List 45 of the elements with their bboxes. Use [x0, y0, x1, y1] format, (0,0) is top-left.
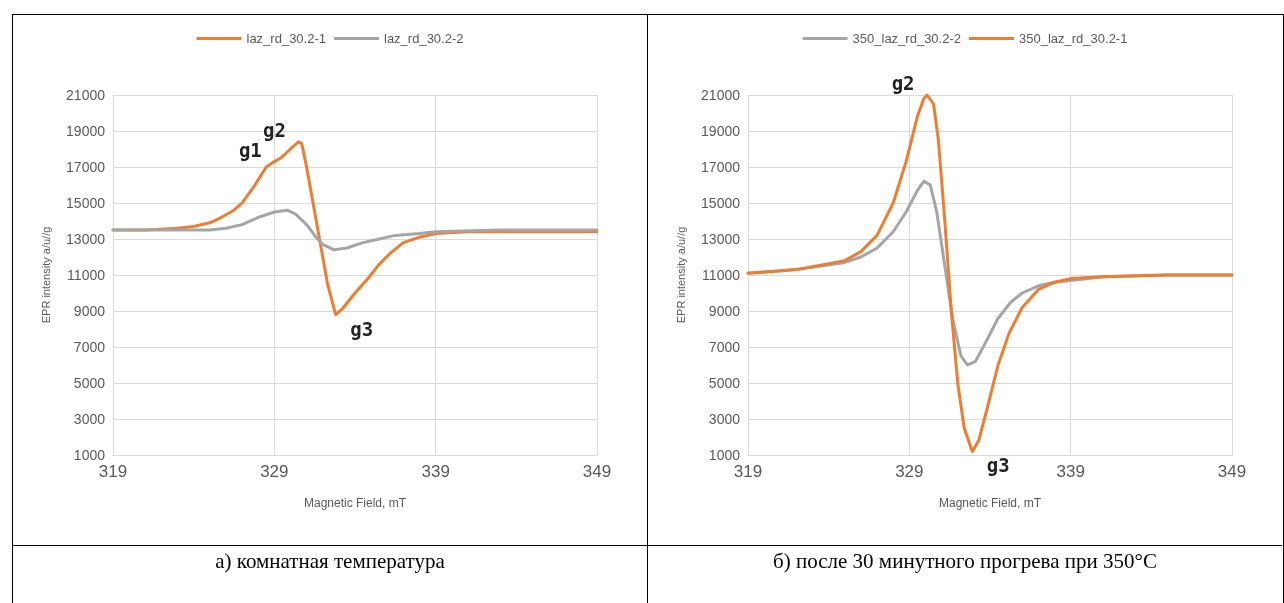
y-tick-label: 5000: [708, 375, 741, 391]
y-axis-title: EPR intensity a/u//g: [39, 226, 52, 324]
y-tick-label: 1000: [708, 447, 741, 463]
legend-label: laz_rd_30.2-2: [384, 31, 464, 46]
y-tick-label: 15000: [66, 195, 106, 211]
annotation: g2: [263, 118, 286, 141]
y-tick-label: 19000: [701, 123, 741, 139]
x-tick-label: 329: [895, 462, 924, 481]
y-tick-label: 11000: [702, 267, 741, 283]
x-tick-label: 349: [1217, 462, 1247, 481]
y-tick-label: 7000: [73, 339, 106, 355]
x-tick-label: 349: [582, 462, 612, 481]
x-tick-label: 339: [421, 462, 450, 481]
legend-label: 350_laz_rd_30.2-1: [1019, 31, 1128, 46]
y-tick-label: 5000: [73, 375, 106, 391]
y-tick-label: 13000: [701, 231, 741, 247]
y-tick-label: 3000: [73, 411, 106, 427]
text: б) после 30 минутного прогрева при 350°С: [772, 548, 1158, 575]
y-tick-label: 9000: [708, 303, 741, 319]
y-tick-label: 19000: [66, 123, 106, 139]
x-tick-label: 339: [1056, 462, 1085, 481]
x-tick-label: 329: [260, 462, 289, 481]
y-tick-label: 21000: [66, 87, 106, 103]
text: а) комнатная температура: [214, 548, 446, 575]
y-tick-label: 1000: [73, 447, 106, 463]
x-tick-label: 319: [98, 462, 128, 481]
y-tick-label: 17000: [66, 159, 106, 175]
annotation: g3: [350, 317, 374, 340]
legend-label: laz_rd_30.2-1: [246, 31, 326, 46]
y-tick-label: 7000: [708, 339, 741, 355]
y-tick-label: 11000: [67, 267, 106, 283]
y-tick-label: 21000: [701, 87, 741, 103]
annotation: g3: [986, 454, 1010, 477]
y-tick-label: 3000: [708, 411, 741, 427]
x-tick-label: 319: [733, 462, 763, 481]
annotation: g2: [891, 72, 915, 94]
annotation: g1: [238, 138, 262, 161]
y-tick-label: 17000: [701, 159, 741, 175]
y-tick-label: 9000: [73, 303, 106, 319]
y-tick-label: 13000: [66, 231, 106, 247]
y-axis-title: EPR intensity a/u//g: [674, 226, 687, 324]
y-tick-label: 15000: [701, 195, 741, 211]
x-axis-title: Magnetic Field, mT: [938, 496, 1042, 510]
x-axis-title: Magnetic Field, mT: [303, 496, 407, 510]
legend-label: 350_laz_rd_30.2-2: [852, 31, 961, 46]
